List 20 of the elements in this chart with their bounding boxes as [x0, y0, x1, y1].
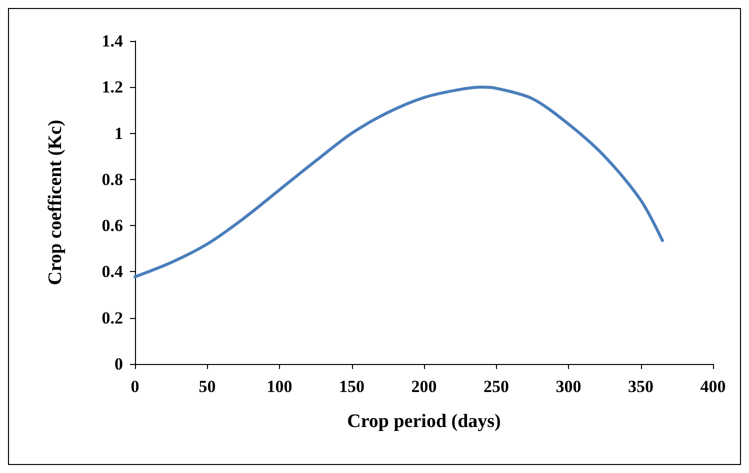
- x-tick-label: 100: [266, 377, 292, 396]
- x-tick-label: 350: [628, 377, 654, 396]
- line-series: [134, 86, 664, 278]
- y-tick-label: 0.6: [102, 216, 123, 236]
- x-tick-label: 150: [339, 377, 364, 396]
- x-tick-label: 0: [130, 377, 140, 396]
- y-tick-label: 0.4: [102, 262, 124, 282]
- y-tick-label: 0.2: [102, 308, 123, 328]
- x-tick-label: 200: [411, 377, 437, 396]
- y-axis-title: Crop coefficent (Kc): [45, 120, 66, 286]
- x-tick-label: 300: [556, 377, 582, 396]
- x-axis-title: Crop period (days): [347, 411, 501, 432]
- y-tick-label: 0.8: [102, 170, 123, 189]
- x-tick-label: 50: [198, 377, 216, 396]
- x-tick-label: 400: [700, 377, 726, 396]
- x-tick-label: 250: [484, 377, 509, 396]
- y-tick-label: 1.2: [102, 78, 123, 97]
- y-tick-label: 1: [114, 124, 123, 143]
- y-tick-label: 0: [114, 354, 123, 374]
- y-tick-label: 1.4: [102, 32, 124, 50]
